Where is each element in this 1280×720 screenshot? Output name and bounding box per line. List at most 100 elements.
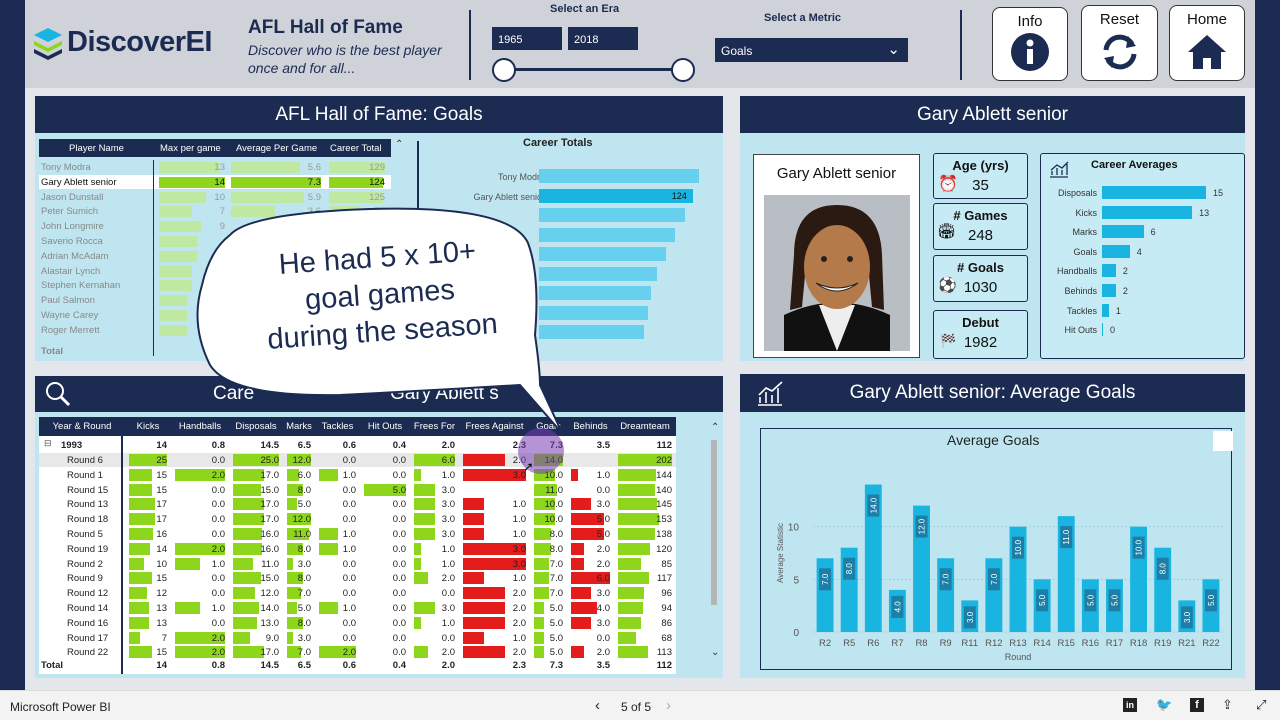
reset-button-label: Reset xyxy=(1099,11,1140,28)
stats-column-header[interactable]: Frees For xyxy=(413,421,456,432)
average-bar[interactable] xyxy=(1102,303,1109,317)
stats-column-header[interactable]: Goals xyxy=(536,421,561,432)
stats-column-header[interactable]: Frees Against xyxy=(465,421,524,432)
total-bar xyxy=(329,176,383,188)
expand-icon[interactable]: ⤢ xyxy=(1256,697,1267,712)
table-row[interactable]: Round 2 10 1.0 11.0 3.0 0.0 0.0 1.0 3.0 7.0 2.0 85 xyxy=(39,557,676,571)
table-row[interactable]: Paul Salmon xyxy=(39,293,391,307)
cell-bar xyxy=(618,454,672,466)
scroll-up-icon[interactable]: ⌃ xyxy=(711,422,720,433)
col-career-total[interactable]: Career Total xyxy=(330,143,382,154)
era-slider-start-handle[interactable] xyxy=(492,58,516,82)
table-row[interactable]: Round 19 14 2.0 16.0 8.0 1.0 0.0 1.0 3.0 8.0 2.0 12… xyxy=(39,542,676,556)
focus-mode-icon[interactable] xyxy=(1213,431,1233,451)
cell-value: 5.0 xyxy=(392,484,406,496)
stats-column-header[interactable]: Handballs xyxy=(178,421,222,432)
career-total-bar[interactable]: 124 xyxy=(539,188,693,203)
average-bar[interactable] xyxy=(1102,244,1130,258)
table-row[interactable]: Saverio Rocca xyxy=(39,234,391,248)
average-bar[interactable] xyxy=(1102,323,1103,337)
table-row[interactable]: Round 14 13 1.0 14.0 5.0 1.0 0.0 3.0 2.0 5.0 4.0 94 xyxy=(39,601,676,615)
col-max-per-game[interactable]: Max per game xyxy=(160,143,221,154)
cell-bar xyxy=(618,557,641,570)
stats-column-header[interactable]: Year & Round xyxy=(52,421,112,432)
career-total-bar[interactable] xyxy=(539,286,651,300)
career-total-bar[interactable] xyxy=(539,266,657,281)
player-name: Saverio Rocca xyxy=(41,236,103,247)
table-row[interactable]: Gary Ablett senior 14 7.3 124 xyxy=(39,174,391,189)
scroll-down-icon[interactable]: ⌄ xyxy=(711,647,720,658)
table-row[interactable]: Jason Dunstall 10 5.9 125 xyxy=(39,190,391,204)
stats-column-header[interactable]: Hit Outs xyxy=(367,421,403,432)
scrollbar[interactable] xyxy=(711,440,717,605)
cell-bar xyxy=(618,513,659,526)
table-row[interactable]: Round 1 15 2.0 17.0 6.0 1.0 0.0 1.0 3.0 10.0 1.0 14… xyxy=(39,468,676,482)
info-button[interactable]: Info xyxy=(992,7,1068,81)
next-page-icon[interactable]: › xyxy=(666,697,671,714)
career-total-bar[interactable] xyxy=(539,227,676,242)
linkedin-icon[interactable]: in xyxy=(1123,698,1137,712)
stats-column-header[interactable]: Tackles xyxy=(321,421,354,432)
average-bar[interactable] xyxy=(1102,284,1116,297)
stats-column-header[interactable]: Behinds xyxy=(573,421,608,432)
stats-column-header[interactable]: Disposals xyxy=(235,421,277,432)
cell-value: 12.0 xyxy=(260,588,280,600)
table-row[interactable]: Roger Merrett xyxy=(39,323,391,337)
table-row[interactable]: Round 18 17 0.0 17.0 12.0 0.0 0.0 3.0 1.0 10.0 5.0… xyxy=(39,512,676,526)
era-slider-end-handle[interactable] xyxy=(671,58,695,82)
table-row[interactable]: Stephen Kernahan xyxy=(39,278,391,292)
facebook-icon[interactable]: f xyxy=(1190,698,1204,712)
table-row[interactable]: John Longmire 9 xyxy=(39,219,391,233)
table-row[interactable]: Round 12 12 0.0 12.0 7.0 0.0 0.0 0.0 2.0 7.0 3.0 96 xyxy=(39,586,676,600)
career-total-bar[interactable] xyxy=(539,305,649,320)
reset-button[interactable]: Reset xyxy=(1081,5,1158,81)
twitter-icon[interactable]: 🐦 xyxy=(1156,697,1173,712)
total-row[interactable]: Total 14 0.8 14.5 6.5 0.6 0.4 2.0 2.3 7.3 3.5 112 xyxy=(39,658,676,672)
col-player-name[interactable]: Player Name xyxy=(69,143,124,154)
cell-bar xyxy=(175,646,225,659)
player-name: Alastair Lynch xyxy=(41,265,101,277)
cell-bar xyxy=(287,542,303,555)
table-row[interactable]: Round 9 15 0.0 15.0 8.0 0.0 0.0 2.0 1.0 7.0 6.0 117 xyxy=(39,571,676,585)
goal-bar[interactable] xyxy=(864,484,882,632)
cell-bar xyxy=(175,557,200,570)
era-end-input[interactable]: 2018 xyxy=(568,27,638,50)
scroll-up-icon[interactable]: ⌃ xyxy=(395,139,404,150)
collapse-icon[interactable]: ⊟ xyxy=(44,438,52,448)
x-tick-label: R13 xyxy=(1009,638,1026,649)
table-row[interactable]: Alastair Lynch xyxy=(39,264,391,278)
share-icon[interactable]: ⇪ xyxy=(1222,697,1233,712)
total-label: Total xyxy=(41,346,63,357)
average-bar[interactable] xyxy=(1102,264,1116,278)
table-row[interactable]: Round 17 7 2.0 9.0 3.0 0.0 0.0 0.0 1.0 5.0 0.0 68 xyxy=(39,631,676,645)
cell-bar xyxy=(287,528,309,540)
prev-page-icon[interactable]: ‹ xyxy=(595,697,600,714)
table-row[interactable]: Round 13 17 0.0 17.0 5.0 0.0 0.0 3.0 1.0 10.0 3.0 1… xyxy=(39,497,676,511)
table-row[interactable]: Wayne Carey xyxy=(39,308,391,322)
avg-bar xyxy=(231,176,321,188)
table-row[interactable]: Tony Modra 13 5.6 129 xyxy=(39,160,391,174)
table-row[interactable]: Adrian McAdam xyxy=(39,249,391,263)
col-average-per-game[interactable]: Average Per Game xyxy=(236,143,318,154)
cell-value: 2.0 xyxy=(459,455,526,466)
stats-column-header[interactable]: Marks xyxy=(286,421,312,432)
stats-column-header[interactable]: Kicks xyxy=(136,421,160,432)
era-start-input[interactable]: 1965 xyxy=(492,27,562,50)
table-row[interactable]: Round 5 16 0.0 16.0 11.0 1.0 0.0 3.0 1.0 8.0 5.0 13… xyxy=(39,527,676,541)
cell-bar xyxy=(571,616,591,629)
stats-column-header[interactable]: Dreamteam xyxy=(620,421,670,432)
table-row[interactable]: Round 22 15 2.0 17.0 7.0 2.0 0.0 2.0 2.0 5.0 2.0 11… xyxy=(39,645,676,659)
career-total-bar[interactable] xyxy=(539,247,666,261)
career-total-bar[interactable] xyxy=(539,169,699,183)
career-total-bar[interactable] xyxy=(539,325,645,339)
table-row[interactable]: Round 15 15 0.0 15.0 8.0 0.0 5.0 3.0 11.0 0.0 140 xyxy=(39,483,676,497)
metric-dropdown[interactable]: Goals ⌄ xyxy=(715,38,908,62)
career-total-bar[interactable] xyxy=(539,208,686,222)
average-bar[interactable] xyxy=(1102,186,1206,199)
average-bar[interactable] xyxy=(1102,225,1144,239)
average-bar[interactable] xyxy=(1102,205,1193,219)
table-row[interactable]: Round 16 13 0.0 13.0 8.0 0.0 0.0 1.0 2.0 5.0 3.0 86 xyxy=(39,616,676,630)
home-button[interactable]: Home xyxy=(1169,5,1245,81)
